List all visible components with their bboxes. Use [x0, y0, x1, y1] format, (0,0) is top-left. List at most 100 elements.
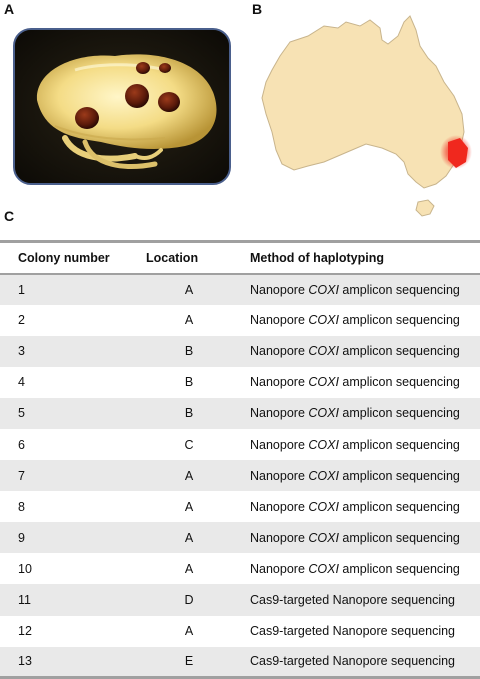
method-cell: Nanopore COXI amplicon sequencing	[232, 367, 480, 398]
table-row: 8 A Nanopore COXI amplicon sequencing	[0, 491, 480, 522]
location-cell: A	[184, 313, 194, 328]
australia-mainland	[261, 15, 465, 189]
method-text-suffix: amplicon sequencing	[338, 468, 460, 483]
colony-number-cell: 2	[18, 313, 25, 328]
table-row: 9 A Nanopore COXI amplicon sequencing	[0, 522, 480, 554]
location-cell: C	[184, 437, 194, 452]
colony-number-cell: 3	[18, 344, 25, 359]
method-text: Nanopore	[250, 437, 309, 452]
pupa-illustration	[15, 30, 229, 183]
gene-name: COXI	[308, 344, 339, 359]
table-row: 4 B Nanopore COXI amplicon sequencing	[0, 367, 480, 398]
table-row: 2 A Nanopore COXI amplicon sequencing	[0, 305, 480, 336]
method-text-suffix: amplicon sequencing	[338, 282, 460, 297]
location-cell: A	[184, 530, 194, 545]
location-cell: A	[184, 624, 194, 639]
method-cell: Cas9-targeted Nanopore sequencing	[232, 584, 480, 615]
gene-name: COXI	[308, 437, 339, 452]
method-text-suffix: amplicon sequencing	[338, 437, 460, 452]
colony-number-cell: 7	[18, 468, 25, 483]
method-text-suffix: amplicon sequencing	[338, 344, 460, 359]
australia-map	[258, 14, 478, 218]
method-text: Cas9-targeted Nanopore sequencing	[250, 654, 455, 669]
method-cell: Nanopore COXI amplicon sequencing	[232, 274, 480, 305]
bee-pupa-photo	[13, 28, 231, 185]
colony-number-cell: 12	[18, 624, 32, 639]
location-cell: B	[184, 375, 194, 390]
table-row: 1 A Nanopore COXI amplicon sequencing	[0, 273, 480, 305]
location-cell: A	[184, 468, 194, 483]
australia-map-svg	[261, 15, 472, 217]
colony-number-cell: 5	[18, 406, 25, 421]
location-cell: A	[184, 282, 194, 297]
header-location: Location	[146, 240, 232, 275]
gene-name: COXI	[308, 375, 339, 390]
method-text-suffix: amplicon sequencing	[338, 406, 460, 421]
table-row: 11 D Cas9-targeted Nanopore sequencing	[0, 584, 480, 616]
location-cell: A	[184, 561, 194, 576]
highlight-region	[448, 138, 468, 168]
colony-number-cell: 4	[18, 375, 25, 390]
method-text: Nanopore	[250, 468, 309, 483]
method-text: Nanopore	[250, 282, 309, 297]
method-cell: Nanopore COXI amplicon sequencing	[232, 336, 480, 367]
table-row: 12 A Cas9-targeted Nanopore sequencing	[0, 616, 480, 647]
method-text-suffix: amplicon sequencing	[338, 530, 460, 545]
method-cell: Nanopore COXI amplicon sequencing	[232, 305, 480, 336]
panel-label-a: A	[4, 1, 15, 17]
gene-name: COXI	[308, 561, 339, 576]
header-colony-number: Colony number	[0, 240, 146, 275]
panel-label-b: B	[252, 1, 263, 17]
method-cell: Cas9-targeted Nanopore sequencing	[232, 616, 480, 647]
panel-label-c: C	[4, 208, 15, 224]
location-cell: B	[184, 406, 194, 421]
method-cell: Nanopore COXI amplicon sequencing	[232, 429, 480, 460]
method-cell: Nanopore COXI amplicon sequencing	[232, 460, 480, 491]
gene-name: COXI	[308, 499, 339, 514]
colony-number-cell: 1	[18, 282, 25, 297]
location-cell: D	[184, 592, 194, 607]
table-row: 3 B Nanopore COXI amplicon sequencing	[0, 335, 480, 367]
table-row: 7 A Nanopore COXI amplicon sequencing	[0, 460, 480, 492]
haplotyping-table: Colony number Location Method of haploty…	[0, 240, 480, 679]
method-cell: Cas9-targeted Nanopore sequencing	[232, 646, 480, 679]
method-text: Nanopore	[250, 344, 309, 359]
colony-number-cell: 10	[18, 561, 32, 576]
location-cell: B	[184, 344, 194, 359]
method-text-suffix: amplicon sequencing	[338, 313, 460, 328]
method-text: Nanopore	[250, 375, 309, 390]
method-text: Nanopore	[250, 499, 309, 514]
colony-number-cell: 6	[18, 437, 25, 452]
method-cell: Nanopore COXI amplicon sequencing	[232, 553, 480, 584]
method-text: Nanopore	[250, 406, 309, 421]
method-text: Nanopore	[250, 530, 309, 545]
method-text: Cas9-targeted Nanopore sequencing	[250, 592, 455, 607]
gene-name: COXI	[308, 468, 339, 483]
method-cell: Nanopore COXI amplicon sequencing	[232, 491, 480, 522]
gene-name: COXI	[308, 313, 339, 328]
gene-name: COXI	[308, 530, 339, 545]
method-text: Cas9-targeted Nanopore sequencing	[250, 624, 455, 639]
table-row: 13 E Cas9-targeted Nanopore sequencing	[0, 646, 480, 679]
colony-number-cell: 13	[0, 646, 146, 679]
location-cell: A	[184, 499, 194, 514]
header-method: Method of haplotyping	[232, 240, 480, 275]
table-header-row: Colony number Location Method of haploty…	[0, 240, 480, 275]
colony-number-cell: 11	[18, 592, 31, 607]
gene-name: COXI	[308, 282, 339, 297]
gene-name: COXI	[308, 406, 339, 421]
method-text-suffix: amplicon sequencing	[338, 375, 460, 390]
table-row: 10 A Nanopore COXI amplicon sequencing	[0, 553, 480, 584]
method-text-suffix: amplicon sequencing	[338, 499, 460, 514]
colony-number-cell: 9	[18, 530, 25, 545]
method-text: Nanopore	[250, 313, 309, 328]
method-cell: Nanopore COXI amplicon sequencing	[232, 522, 480, 553]
method-cell: Nanopore COXI amplicon sequencing	[232, 398, 480, 429]
colony-number-cell: 8	[18, 499, 25, 514]
method-text: Nanopore	[250, 561, 309, 576]
location-cell: E	[146, 646, 232, 679]
table-row: 6 C Nanopore COXI amplicon sequencing	[0, 429, 480, 460]
method-text-suffix: amplicon sequencing	[338, 561, 460, 576]
tasmania	[415, 199, 435, 217]
table-row: 5 B Nanopore COXI amplicon sequencing	[0, 397, 480, 429]
